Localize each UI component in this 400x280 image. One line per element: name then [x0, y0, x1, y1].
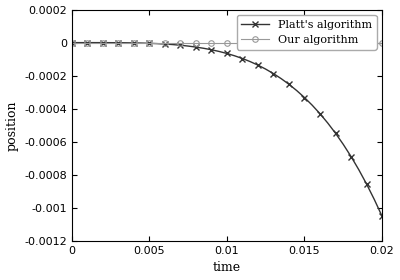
Platt's algorithm — [232, 54, 237, 57]
Platt's algorithm — [294, 89, 299, 92]
Platt's algorithm — [124, 41, 128, 45]
Line: Our algorithm: Our algorithm — [69, 40, 385, 45]
Platt's algorithm — [372, 198, 377, 201]
Our algorithm — [271, 41, 276, 44]
Platt's algorithm — [263, 67, 268, 71]
Our algorithm — [286, 41, 291, 44]
Our algorithm — [108, 41, 113, 44]
Platt's algorithm — [178, 44, 183, 47]
Legend: Platt's algorithm, Our algorithm: Platt's algorithm, Our algorithm — [237, 15, 376, 50]
Platt's algorithm — [162, 42, 167, 46]
Platt's algorithm — [155, 42, 160, 45]
Platt's algorithm — [341, 143, 346, 146]
Our algorithm — [318, 41, 322, 44]
Our algorithm — [69, 41, 74, 44]
Our algorithm — [240, 41, 245, 44]
Our algorithm — [201, 41, 206, 44]
Our algorithm — [92, 41, 97, 44]
Platt's algorithm — [325, 121, 330, 125]
Platt's algorithm — [170, 43, 175, 46]
Platt's algorithm — [356, 168, 361, 171]
Platt's algorithm — [92, 41, 97, 44]
Platt's algorithm — [194, 45, 198, 49]
Platt's algorithm — [333, 132, 338, 135]
Platt's algorithm — [147, 42, 152, 45]
Our algorithm — [139, 41, 144, 44]
Platt's algorithm — [100, 41, 105, 44]
Our algorithm — [372, 41, 377, 44]
Our algorithm — [170, 41, 175, 44]
Our algorithm — [248, 41, 252, 44]
Platt's algorithm — [186, 44, 190, 48]
Our algorithm — [325, 41, 330, 44]
Our algorithm — [77, 41, 82, 44]
Platt's algorithm — [279, 77, 284, 80]
Our algorithm — [194, 41, 198, 44]
Platt's algorithm — [318, 112, 322, 115]
Our algorithm — [209, 41, 214, 44]
Platt's algorithm — [310, 104, 315, 107]
Platt's algorithm — [364, 182, 369, 186]
Platt's algorithm — [248, 60, 252, 63]
Platt's algorithm — [209, 48, 214, 52]
Platt's algorithm — [131, 41, 136, 45]
Our algorithm — [310, 41, 315, 44]
Line: Platt's algorithm: Platt's algorithm — [69, 40, 385, 219]
Our algorithm — [85, 41, 90, 44]
Our algorithm — [302, 41, 307, 44]
Our algorithm — [186, 41, 190, 44]
Our algorithm — [279, 41, 284, 44]
Our algorithm — [147, 41, 152, 44]
Platt's algorithm — [256, 64, 260, 67]
Our algorithm — [364, 41, 369, 44]
Platt's algorithm — [240, 57, 245, 60]
Platt's algorithm — [286, 83, 291, 86]
Our algorithm — [100, 41, 105, 44]
Our algorithm — [155, 41, 160, 44]
Platt's algorithm — [380, 214, 384, 218]
Platt's algorithm — [217, 50, 222, 53]
Our algorithm — [131, 41, 136, 44]
Our algorithm — [116, 41, 121, 44]
Our algorithm — [124, 41, 128, 44]
Platt's algorithm — [302, 96, 307, 99]
Our algorithm — [178, 41, 183, 44]
Our algorithm — [263, 41, 268, 44]
Platt's algorithm — [77, 41, 82, 44]
Our algorithm — [356, 41, 361, 44]
Our algorithm — [217, 41, 222, 44]
Our algorithm — [333, 41, 338, 44]
Our algorithm — [224, 41, 229, 44]
Our algorithm — [341, 41, 346, 44]
Platt's algorithm — [349, 155, 354, 158]
Our algorithm — [162, 41, 167, 44]
Our algorithm — [349, 41, 354, 44]
Platt's algorithm — [69, 41, 74, 44]
Platt's algorithm — [271, 72, 276, 75]
Our algorithm — [380, 41, 384, 44]
Platt's algorithm — [85, 41, 90, 44]
Platt's algorithm — [108, 41, 113, 44]
Our algorithm — [256, 41, 260, 44]
Platt's algorithm — [139, 41, 144, 45]
X-axis label: time: time — [213, 262, 241, 274]
Platt's algorithm — [201, 46, 206, 50]
Our algorithm — [232, 41, 237, 44]
Our algorithm — [294, 41, 299, 44]
Y-axis label: position: position — [6, 100, 18, 151]
Platt's algorithm — [224, 52, 229, 55]
Platt's algorithm — [116, 41, 121, 45]
